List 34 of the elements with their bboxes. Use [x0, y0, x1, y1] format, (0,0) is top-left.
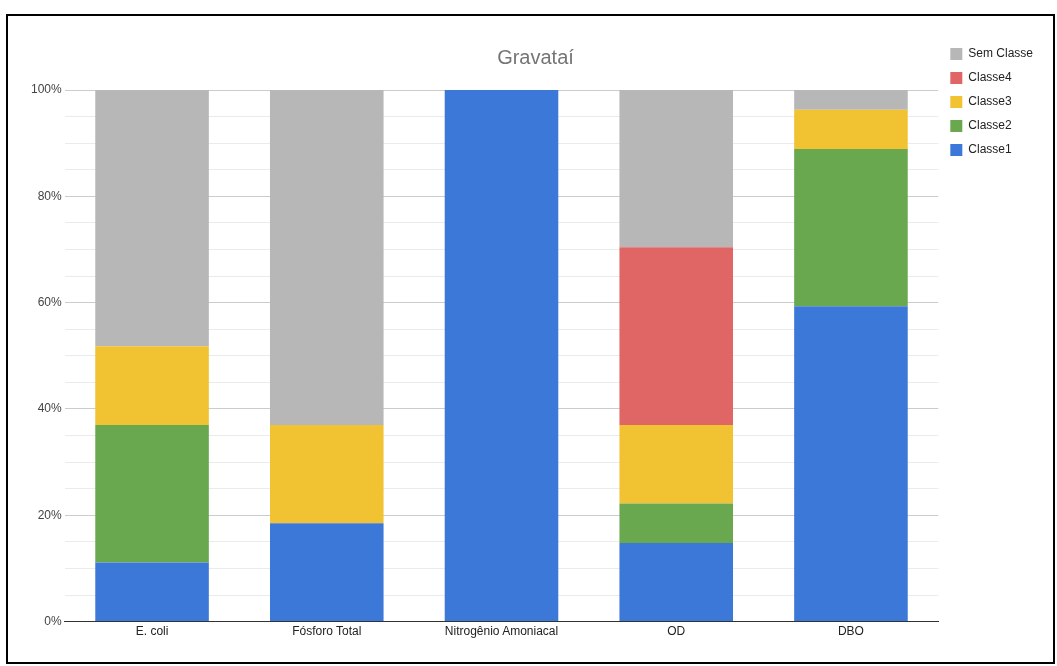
y-tick-label: 20% — [37, 507, 63, 522]
bar — [619, 424, 734, 504]
bar — [794, 109, 908, 150]
legend-label: Classe3 — [968, 94, 1012, 109]
y-tick-label: 100% — [30, 82, 63, 97]
bar — [269, 523, 384, 622]
bar — [619, 247, 734, 425]
bar — [619, 542, 734, 622]
bar — [619, 90, 734, 248]
x-tick-label: Nitrogênio Amoniacal — [444, 624, 559, 639]
y-tick-label: 40% — [37, 401, 63, 416]
bar — [444, 90, 559, 622]
legend-label: Classe1 — [968, 142, 1012, 157]
bar — [794, 306, 908, 622]
bar — [269, 90, 384, 425]
y-tick-label: 80% — [37, 188, 63, 203]
bar — [619, 503, 734, 543]
bar — [95, 90, 209, 347]
x-tick-label: OD — [667, 624, 686, 639]
bar — [95, 562, 209, 622]
legend-label: Classe2 — [968, 118, 1012, 133]
chart-title: Gravataí — [497, 45, 575, 68]
y-tick-label: 60% — [37, 294, 63, 309]
x-tick-label: E. coli — [135, 624, 169, 639]
legend-label: Sem Classe — [968, 46, 1034, 61]
bar — [95, 346, 209, 425]
bar — [269, 424, 384, 524]
x-tick-label: Fósforo Total — [292, 624, 362, 639]
legend-label: Classe4 — [968, 70, 1012, 85]
bar — [794, 149, 908, 307]
x-tick-label: DBO — [837, 624, 864, 639]
bar — [95, 424, 209, 563]
y-tick-label: 0% — [44, 613, 63, 628]
bar — [794, 90, 908, 110]
